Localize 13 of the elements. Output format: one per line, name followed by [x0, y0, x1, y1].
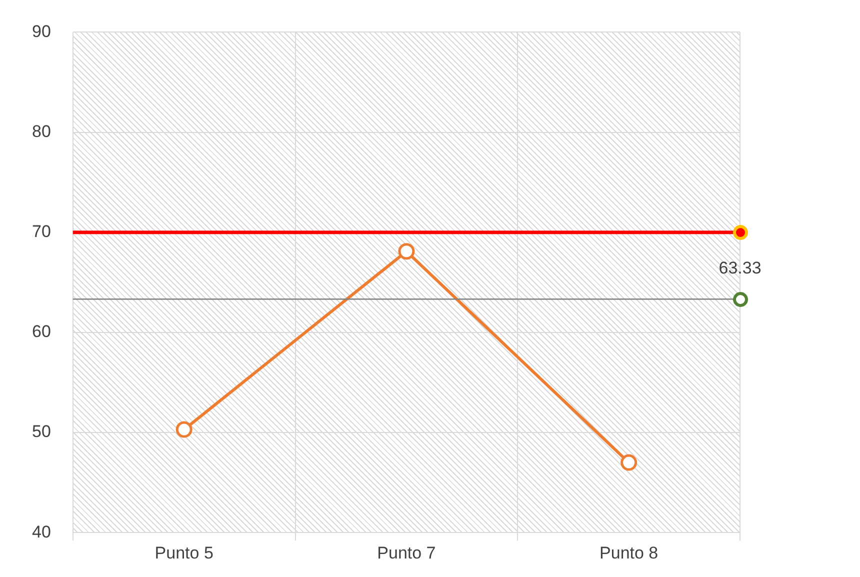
x-tick-label: Punto 5: [154, 543, 214, 562]
point: [398, 243, 415, 260]
y-tick-label: 90: [32, 22, 51, 41]
y-tick-label: 70: [32, 222, 51, 242]
x-tick-label: Punto 7: [377, 543, 436, 562]
y-tick-label: 40: [32, 522, 51, 542]
y-tick-label: 80: [32, 122, 51, 141]
ref-line-label: 63.33: [718, 258, 762, 278]
point: [176, 421, 192, 438]
x-tick-label: Punto 8: [600, 543, 658, 562]
y-tick-label: 50: [32, 422, 51, 442]
point: [620, 454, 638, 471]
y-tick-label: 60: [32, 322, 51, 342]
